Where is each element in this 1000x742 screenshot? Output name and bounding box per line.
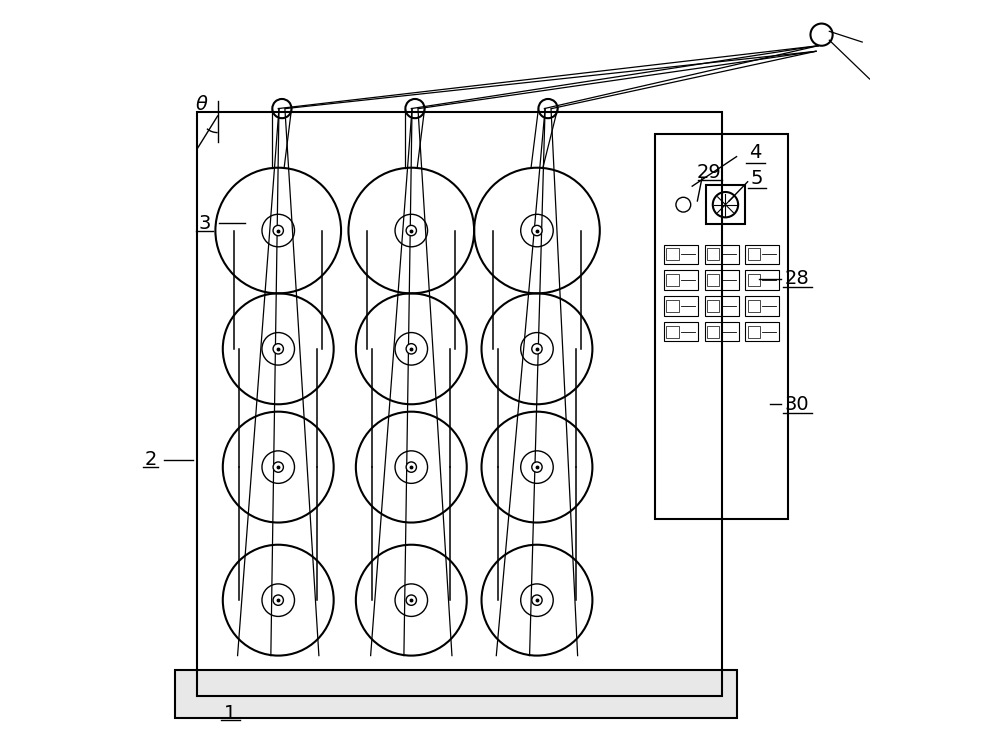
- Circle shape: [273, 595, 283, 605]
- Bar: [707, 248, 719, 260]
- Bar: [748, 300, 760, 312]
- Bar: [707, 326, 719, 338]
- Bar: [706, 186, 745, 224]
- Text: 4: 4: [749, 143, 761, 162]
- Bar: [175, 670, 737, 718]
- Bar: [748, 274, 760, 286]
- Text: 3: 3: [198, 214, 210, 233]
- Circle shape: [406, 462, 416, 472]
- Circle shape: [406, 595, 416, 605]
- Bar: [745, 271, 779, 289]
- Text: 2: 2: [144, 450, 157, 469]
- Bar: [745, 245, 779, 264]
- Bar: [745, 296, 779, 315]
- Bar: [664, 245, 698, 264]
- Circle shape: [532, 344, 542, 354]
- Bar: [666, 300, 679, 312]
- Text: 28: 28: [785, 269, 810, 288]
- Text: 29: 29: [697, 163, 722, 183]
- Circle shape: [532, 226, 542, 236]
- Text: 30: 30: [785, 395, 809, 414]
- Bar: [655, 134, 788, 519]
- Bar: [707, 300, 719, 312]
- Bar: [666, 274, 679, 286]
- Bar: [666, 248, 679, 260]
- Circle shape: [406, 226, 416, 236]
- Bar: [666, 326, 679, 338]
- Bar: [705, 271, 739, 289]
- Circle shape: [273, 344, 283, 354]
- Bar: [707, 274, 719, 286]
- Bar: [664, 296, 698, 315]
- Text: 1: 1: [224, 703, 236, 723]
- Bar: [705, 245, 739, 264]
- Bar: [197, 112, 722, 696]
- Bar: [664, 271, 698, 289]
- Circle shape: [532, 595, 542, 605]
- Circle shape: [273, 226, 283, 236]
- Bar: [705, 322, 739, 341]
- Bar: [664, 322, 698, 341]
- Circle shape: [406, 344, 416, 354]
- Bar: [748, 326, 760, 338]
- Text: 5: 5: [751, 169, 763, 188]
- Bar: [705, 296, 739, 315]
- Text: θ: θ: [195, 96, 207, 114]
- Circle shape: [273, 462, 283, 472]
- Bar: [748, 248, 760, 260]
- Bar: [745, 322, 779, 341]
- Circle shape: [532, 462, 542, 472]
